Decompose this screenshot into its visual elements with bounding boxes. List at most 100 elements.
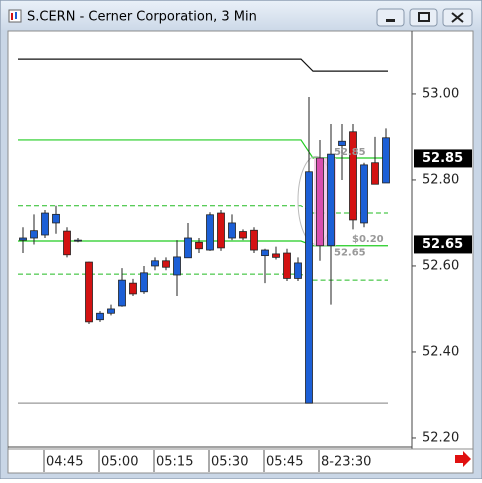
- plot: 53.00 52.80 52.60 52.40 52.20 52.85 52.65 04:45…: [18, 58, 472, 472]
- candle-body: [107, 308, 115, 314]
- x-tick-label: 04:45: [46, 455, 83, 470]
- candle-body: [162, 260, 170, 268]
- candle-body: [261, 249, 269, 257]
- x-tick-label: 05:15: [156, 455, 193, 470]
- candle: [96, 311, 104, 322]
- candle: [338, 124, 346, 180]
- minimize-icon: [386, 19, 395, 22]
- chart-panel: [7, 30, 474, 450]
- candle: [316, 139, 324, 261]
- maximize-icon: [418, 12, 430, 22]
- price-marker-label: 52.85: [422, 151, 463, 166]
- annotation: 52.65: [334, 248, 366, 259]
- candle: [217, 210, 225, 251]
- candle-body: [382, 137, 390, 184]
- candle-body: [96, 312, 104, 321]
- x-tick-label: 05:00: [101, 455, 138, 470]
- time-axis-bar: [7, 448, 474, 474]
- candle: [173, 240, 181, 297]
- candle-body: [349, 131, 357, 221]
- y-tick-label: 52.20: [422, 430, 459, 445]
- window-title: S.CERN - Cerner Corporation, 3 Min: [27, 10, 257, 25]
- candle: [283, 248, 291, 281]
- maximize-button[interactable]: [409, 8, 438, 27]
- candle: [360, 162, 368, 228]
- candle-body: [74, 239, 82, 242]
- candle: [52, 205, 60, 234]
- candle-body: [327, 153, 335, 247]
- candle: [74, 237, 82, 243]
- candle: [294, 257, 302, 281]
- candle-body: [305, 171, 313, 404]
- y-tick-label: 52.60: [422, 258, 459, 273]
- price-marker-box: [414, 235, 472, 254]
- window-buttons[interactable]: [376, 8, 473, 27]
- candle: [162, 257, 170, 271]
- y-tick-label: 53.00: [422, 86, 459, 101]
- level-line: [18, 58, 388, 72]
- app-icon: [8, 9, 22, 23]
- candle-body: [52, 213, 60, 224]
- candle: [30, 214, 38, 245]
- annotation: $0.20: [352, 234, 384, 245]
- candle: [151, 257, 159, 271]
- candle-body: [316, 157, 324, 247]
- close-icon: [451, 12, 464, 23]
- candle-body: [173, 256, 181, 276]
- candle: [129, 278, 137, 297]
- candle-body: [228, 222, 236, 239]
- candle: [195, 237, 203, 254]
- scroll-arrow[interactable]: [455, 451, 471, 467]
- candle-body: [118, 279, 126, 307]
- candle: [371, 136, 379, 185]
- candle: [239, 229, 247, 241]
- candle: [272, 246, 280, 260]
- x-tick-label: 05:30: [211, 455, 248, 470]
- x-tick-label: 05:45: [266, 455, 303, 470]
- candle: [382, 128, 390, 184]
- y-tick-label: 52.40: [422, 344, 459, 359]
- candle-body: [272, 253, 280, 258]
- candle: [85, 261, 93, 325]
- candle-body: [184, 237, 192, 259]
- candle-body: [85, 261, 93, 323]
- candle-body: [195, 241, 203, 250]
- candle: [250, 227, 258, 254]
- candle: [349, 124, 357, 230]
- price-marker-label: 52.65: [422, 237, 463, 252]
- candle-body: [151, 260, 159, 267]
- minimize-button[interactable]: [376, 8, 405, 27]
- candle-body: [30, 230, 38, 239]
- candle-body: [63, 230, 71, 256]
- candle-body: [250, 229, 258, 251]
- price-marker-box: [414, 149, 472, 168]
- candle-body: [217, 212, 225, 249]
- candle: [228, 214, 236, 241]
- candle: [305, 96, 313, 404]
- y-tick-label: 52.80: [422, 172, 459, 187]
- candle-body: [41, 212, 49, 236]
- annotation: 52.85: [334, 147, 366, 158]
- candle: [63, 227, 71, 258]
- candle-body: [239, 231, 247, 239]
- candle: [327, 124, 335, 305]
- candle-body: [371, 162, 379, 185]
- candle: [19, 227, 27, 254]
- candle: [118, 268, 126, 307]
- candle: [41, 210, 49, 238]
- candle: [206, 212, 214, 251]
- candle-body: [283, 252, 291, 279]
- candle: [184, 222, 192, 259]
- candle-body: [338, 140, 346, 146]
- candle: [107, 304, 115, 316]
- candle: [140, 265, 148, 294]
- candle-body: [294, 262, 302, 279]
- candle-body: [206, 214, 214, 251]
- candle-body: [19, 237, 27, 241]
- candle-body: [360, 164, 368, 224]
- candle-body: [129, 282, 137, 295]
- candle-body: [140, 272, 148, 293]
- x-tick-label: 8-23:30: [321, 455, 371, 470]
- candle: [261, 248, 269, 284]
